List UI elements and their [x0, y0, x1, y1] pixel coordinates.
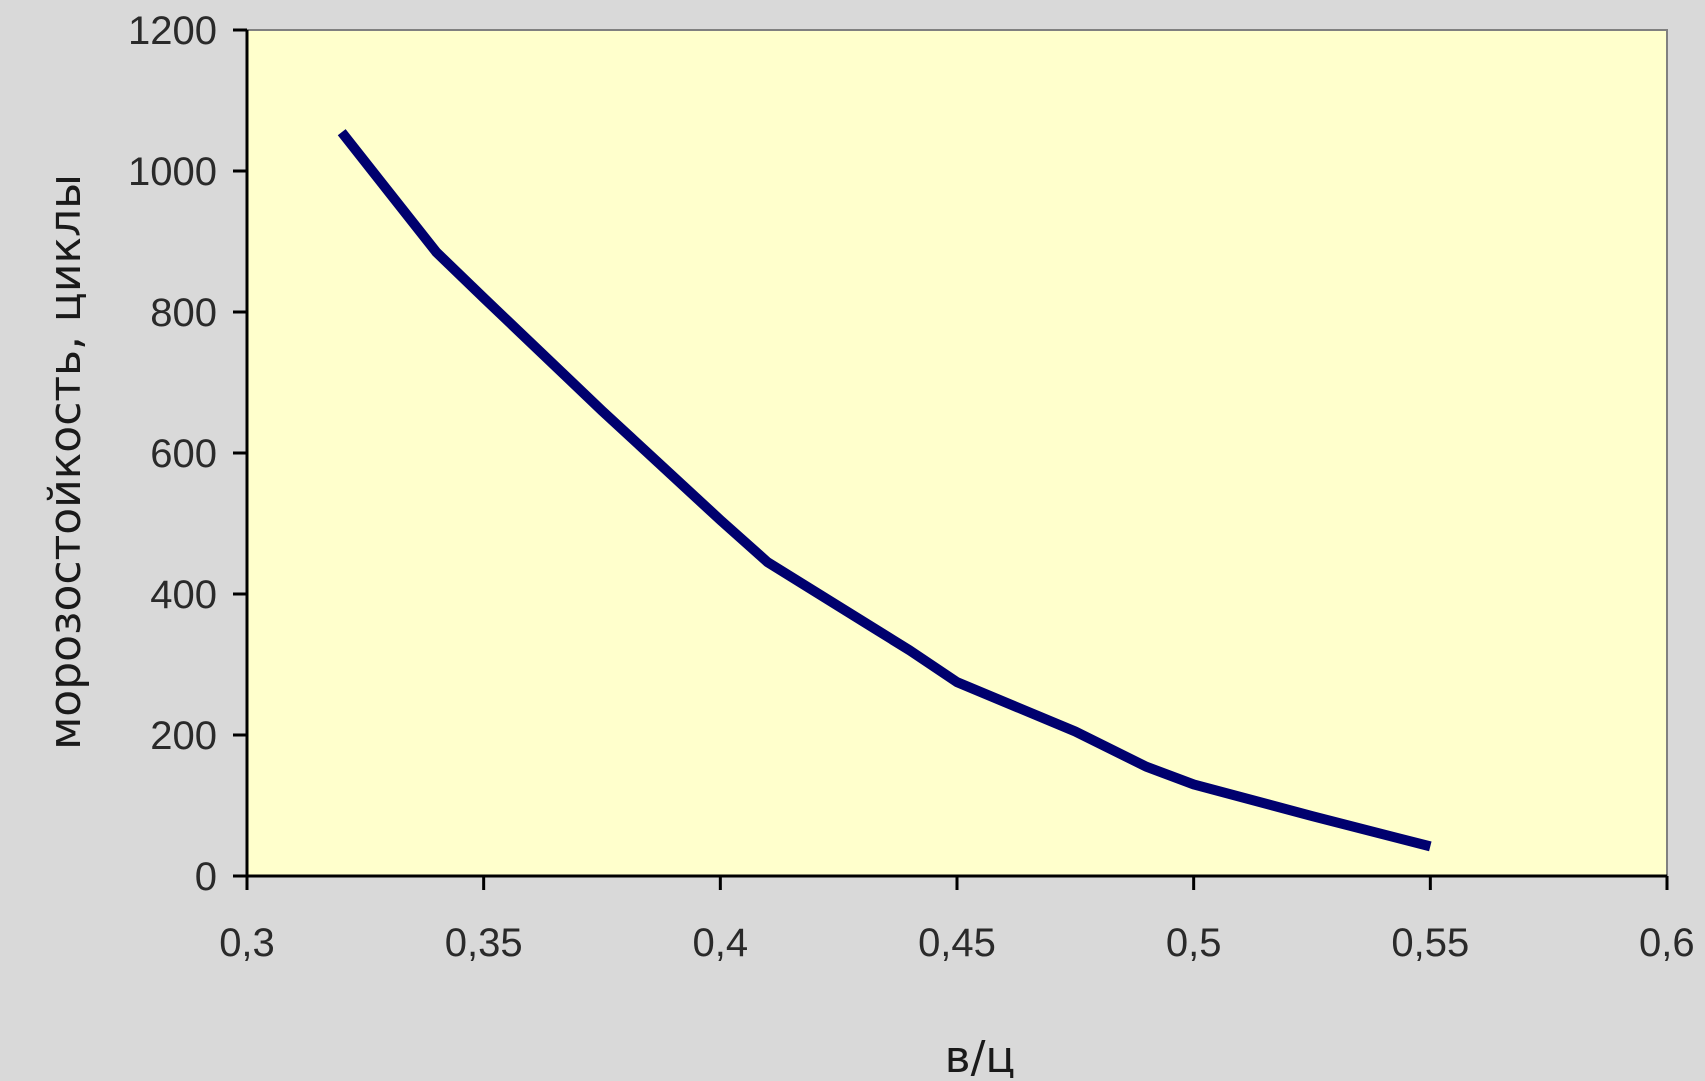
series-line-0 [337, 129, 1432, 852]
x-tick-label: 0,6 [1639, 921, 1695, 965]
plot-area [246, 29, 1668, 877]
y-tick-label: 1000 [128, 150, 217, 194]
x-tick-label: 0,35 [445, 921, 523, 965]
x-tick-label: 0,55 [1391, 921, 1469, 965]
y-tick-label: 0 [195, 855, 217, 899]
y-tick-label: 600 [150, 432, 217, 476]
y-tick-label: 200 [150, 714, 217, 758]
y-axis-ticks: 0 200 400 600 800 1000 1200 [128, 9, 247, 899]
x-tick-label: 0,45 [918, 921, 996, 965]
y-axis-title: морозостойкость, циклы [40, 174, 91, 750]
series-layer [337, 129, 1432, 852]
y-tick-label: 800 [150, 291, 217, 335]
x-axis-ticks: 0,3 0,35 0,4 0,45 0,5 0,55 0,6 [219, 876, 1695, 965]
y-tick-label: 400 [150, 573, 217, 617]
x-tick-label: 0,5 [1166, 921, 1222, 965]
x-axis-title: в/ц [945, 1032, 1016, 1081]
y-tick-label: 1200 [128, 9, 217, 53]
x-tick-label: 0,3 [219, 921, 275, 965]
x-tick-label: 0,4 [693, 921, 749, 965]
